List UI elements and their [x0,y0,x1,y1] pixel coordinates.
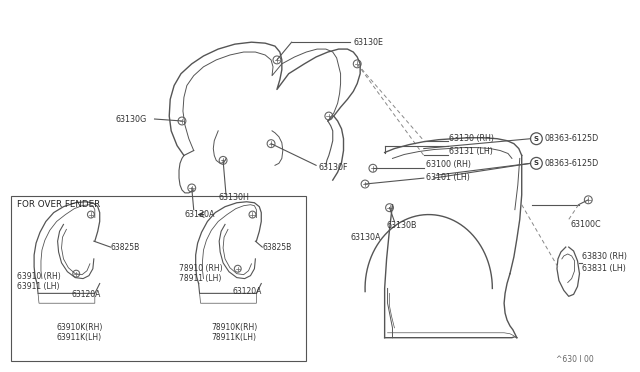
Text: 63130E: 63130E [353,38,383,46]
Text: 63131 (LH): 63131 (LH) [449,147,493,156]
Text: 63825B: 63825B [262,243,291,251]
Text: 63130 (RH): 63130 (RH) [449,134,494,143]
Text: 63130A: 63130A [350,233,381,242]
Text: 78910 (RH): 78910 (RH) [179,264,223,273]
Text: 63911K(LH): 63911K(LH) [56,333,102,342]
Text: 78911K(LH): 78911K(LH) [211,333,257,342]
Text: 08363-6125D: 08363-6125D [544,159,598,168]
Text: ^630 I 00: ^630 I 00 [556,355,594,364]
Text: 63825B: 63825B [111,243,140,251]
Text: FOR OVER FENDER: FOR OVER FENDER [17,200,100,209]
Text: 63830 (RH): 63830 (RH) [582,253,627,262]
Text: 78910K(RH): 78910K(RH) [211,323,257,332]
Text: 63910 (RH): 63910 (RH) [17,272,61,281]
Text: 63911 (LH): 63911 (LH) [17,282,60,291]
FancyBboxPatch shape [11,196,307,361]
Text: 63910K(RH): 63910K(RH) [56,323,103,332]
Text: S: S [534,160,539,166]
Text: 63130F: 63130F [318,163,348,172]
Text: 63130H: 63130H [218,193,249,202]
Text: 63120A: 63120A [233,287,262,296]
Text: 78911 (LH): 78911 (LH) [179,274,221,283]
Text: 63120A: 63120A [71,290,100,299]
Text: 63130B: 63130B [387,221,417,230]
Text: 63130A: 63130A [185,210,216,219]
Text: 08363-6125D: 08363-6125D [544,134,598,143]
Text: 63100 (RH): 63100 (RH) [426,160,471,169]
Text: 63831 (LH): 63831 (LH) [582,264,627,273]
Text: 63130G: 63130G [115,115,147,124]
Text: 63100C: 63100C [571,220,602,229]
Text: S: S [534,136,539,142]
Text: 63101 (LH): 63101 (LH) [426,173,470,182]
